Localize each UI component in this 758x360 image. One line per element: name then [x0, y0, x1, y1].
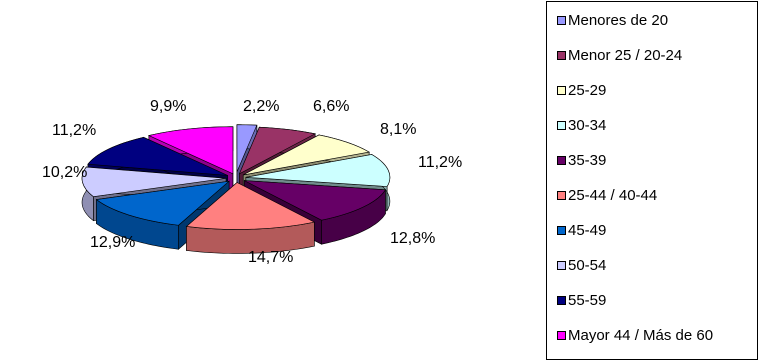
legend-swatch — [557, 121, 566, 130]
legend-swatch — [557, 191, 566, 200]
legend-item-9: 55-59 — [557, 292, 606, 309]
pie-slice-6 — [185, 181, 316, 254]
data-label-9: 11,2% — [52, 122, 96, 139]
data-label-7: 12,9% — [90, 234, 135, 251]
legend-item-3: 25-29 — [557, 82, 606, 99]
data-label-6: 14,7% — [248, 249, 293, 266]
legend-item-2: Menor 25 / 20-24 — [557, 47, 682, 64]
legend-label: 35-39 — [568, 152, 607, 169]
legend-label: 50-54 — [568, 257, 607, 274]
data-label-3: 8,1% — [380, 121, 416, 138]
legend-label: Mayor 44 / Más de 60 — [568, 327, 714, 344]
legend-label: 25-44 / 40-44 — [568, 187, 658, 204]
legend-item-7: 45-49 — [557, 222, 606, 239]
data-label-10: 9,9% — [150, 98, 186, 115]
legend-label: 30-34 — [568, 117, 607, 134]
legend-label: Menores de 20 — [568, 12, 669, 29]
legend-label: Menor 25 / 20-24 — [568, 47, 683, 64]
pie-chart: 2,2% 6,6%8,1%11,2%12,8%14,7%12,9%10,2%11,… — [42, 98, 462, 266]
legend-swatch — [557, 331, 566, 340]
chart-legend: Menores de 20 Menor 25 / 20-24 25-29 30-34 3… — [546, 1, 758, 360]
legend-item-5: 35-39 — [557, 152, 606, 169]
legend-item-4: 30-34 — [557, 117, 606, 134]
legend-swatch — [557, 261, 566, 270]
legend-swatch — [557, 226, 566, 235]
legend-swatch — [557, 296, 566, 305]
legend-item-8: 50-54 — [557, 257, 606, 274]
data-label-8: 10,2% — [42, 164, 87, 181]
legend-label: 45-49 — [568, 222, 607, 239]
data-label-4: 11,2% — [418, 154, 462, 171]
legend-label: 25-29 — [568, 82, 607, 99]
legend-swatch — [557, 86, 566, 95]
legend-item-1: Menores de 20 — [557, 12, 668, 29]
legend-swatch — [557, 156, 566, 165]
legend-label: 55-59 — [568, 292, 607, 309]
data-label-2: 6,6% — [313, 98, 349, 115]
legend-swatch — [557, 51, 566, 60]
legend-item-10: Mayor 44 / Más de 60 — [557, 327, 713, 344]
legend-swatch — [557, 16, 566, 25]
data-label-1: 2,2% — [243, 98, 279, 115]
legend-item-6: 25-44 / 40-44 — [557, 187, 657, 204]
data-label-5: 12,8% — [390, 230, 435, 247]
